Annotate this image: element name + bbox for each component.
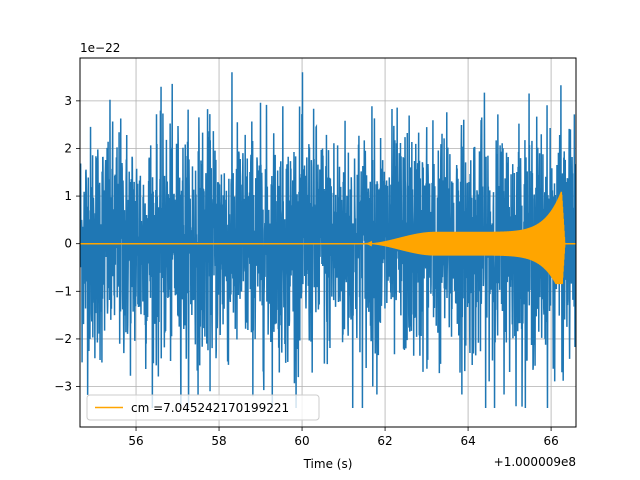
y-tick-label: −1: [54, 284, 72, 298]
series-noise: [80, 72, 576, 408]
x-axis-label: Time (s): [303, 457, 353, 471]
x-tick-label: 58: [211, 434, 226, 448]
series-chirp: [80, 191, 576, 285]
x-tick-label: 56: [128, 434, 143, 448]
y-tick-label: 2: [64, 141, 72, 155]
plot-area: [80, 72, 576, 408]
y-tick-label: 1: [64, 189, 72, 203]
legend-label-cm: cm =7.045242170199221: [131, 401, 289, 415]
x-tick-label: 60: [294, 434, 309, 448]
y-tick-label: 0: [64, 237, 72, 251]
y-tick-label: −3: [54, 380, 72, 394]
y-tick-label: −2: [54, 332, 72, 346]
y-tick-label: 3: [64, 94, 72, 108]
x-tick-label: 66: [543, 434, 558, 448]
y-scale-label: 1e−22: [80, 41, 120, 55]
legend-box: [86, 394, 320, 421]
x-tick-label: 62: [377, 434, 392, 448]
plot-frame: [79, 57, 577, 428]
x-offset-label: +1.000009e8: [494, 455, 576, 469]
legend: cm =7.045242170199221: [86, 394, 320, 421]
x-tick-label: 64: [460, 434, 475, 448]
ticks: 56 58 60 62 64 66 −3 −2 −1 0 1 2 3: [54, 94, 558, 448]
